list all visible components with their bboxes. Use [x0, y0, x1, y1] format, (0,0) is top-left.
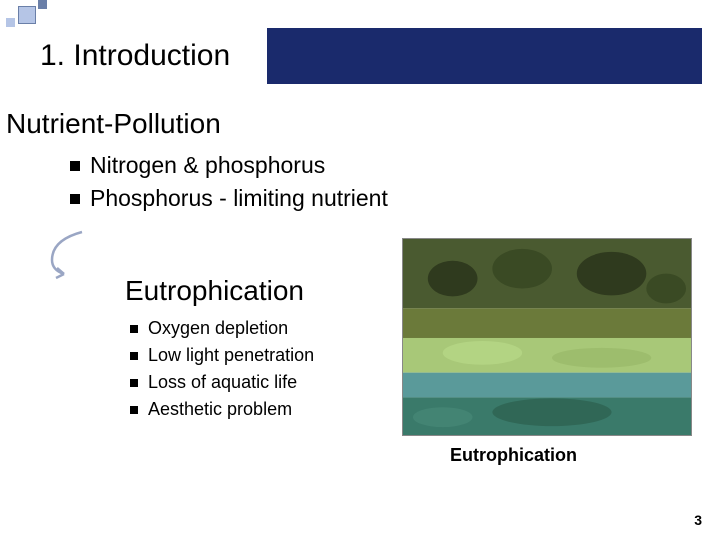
- bullet-text: Loss of aquatic life: [148, 372, 297, 393]
- sub-bullet-list: Oxygen depletion Low light penetration L…: [130, 318, 314, 426]
- list-item: Loss of aquatic life: [130, 372, 314, 393]
- list-item: Aesthetic problem: [130, 399, 314, 420]
- list-item: Oxygen depletion: [130, 318, 314, 339]
- bullet-text: Oxygen depletion: [148, 318, 288, 339]
- bullet-icon: [70, 161, 80, 171]
- curved-arrow-icon: [42, 228, 102, 282]
- bullet-text: Nitrogen & phosphorus: [90, 152, 325, 179]
- bullet-icon: [130, 406, 138, 414]
- bullet-text: Aesthetic problem: [148, 399, 292, 420]
- title-overlay: 1. Introduction: [32, 28, 267, 84]
- bullet-icon: [130, 379, 138, 387]
- deco-square-small-2: [6, 18, 15, 27]
- page-number: 3: [694, 512, 702, 528]
- photo-caption: Eutrophication: [450, 445, 577, 466]
- main-bullet-list: Nitrogen & phosphorus Phosphorus - limit…: [70, 152, 388, 218]
- subtitle: Nutrient-Pollution: [6, 108, 221, 140]
- deco-square-large: [18, 6, 36, 24]
- bullet-icon: [130, 352, 138, 360]
- eutrophication-heading: Eutrophication: [125, 275, 304, 307]
- eutrophication-photo: [402, 238, 692, 436]
- deco-square-small-1: [38, 0, 47, 9]
- bullet-text: Phosphorus - limiting nutrient: [90, 185, 388, 212]
- list-item: Low light penetration: [130, 345, 314, 366]
- slide-title: 1. Introduction: [40, 39, 230, 73]
- bullet-icon: [130, 325, 138, 333]
- list-item: Nitrogen & phosphorus: [70, 152, 388, 179]
- list-item: Phosphorus - limiting nutrient: [70, 185, 388, 212]
- bullet-text: Low light penetration: [148, 345, 314, 366]
- bullet-icon: [70, 194, 80, 204]
